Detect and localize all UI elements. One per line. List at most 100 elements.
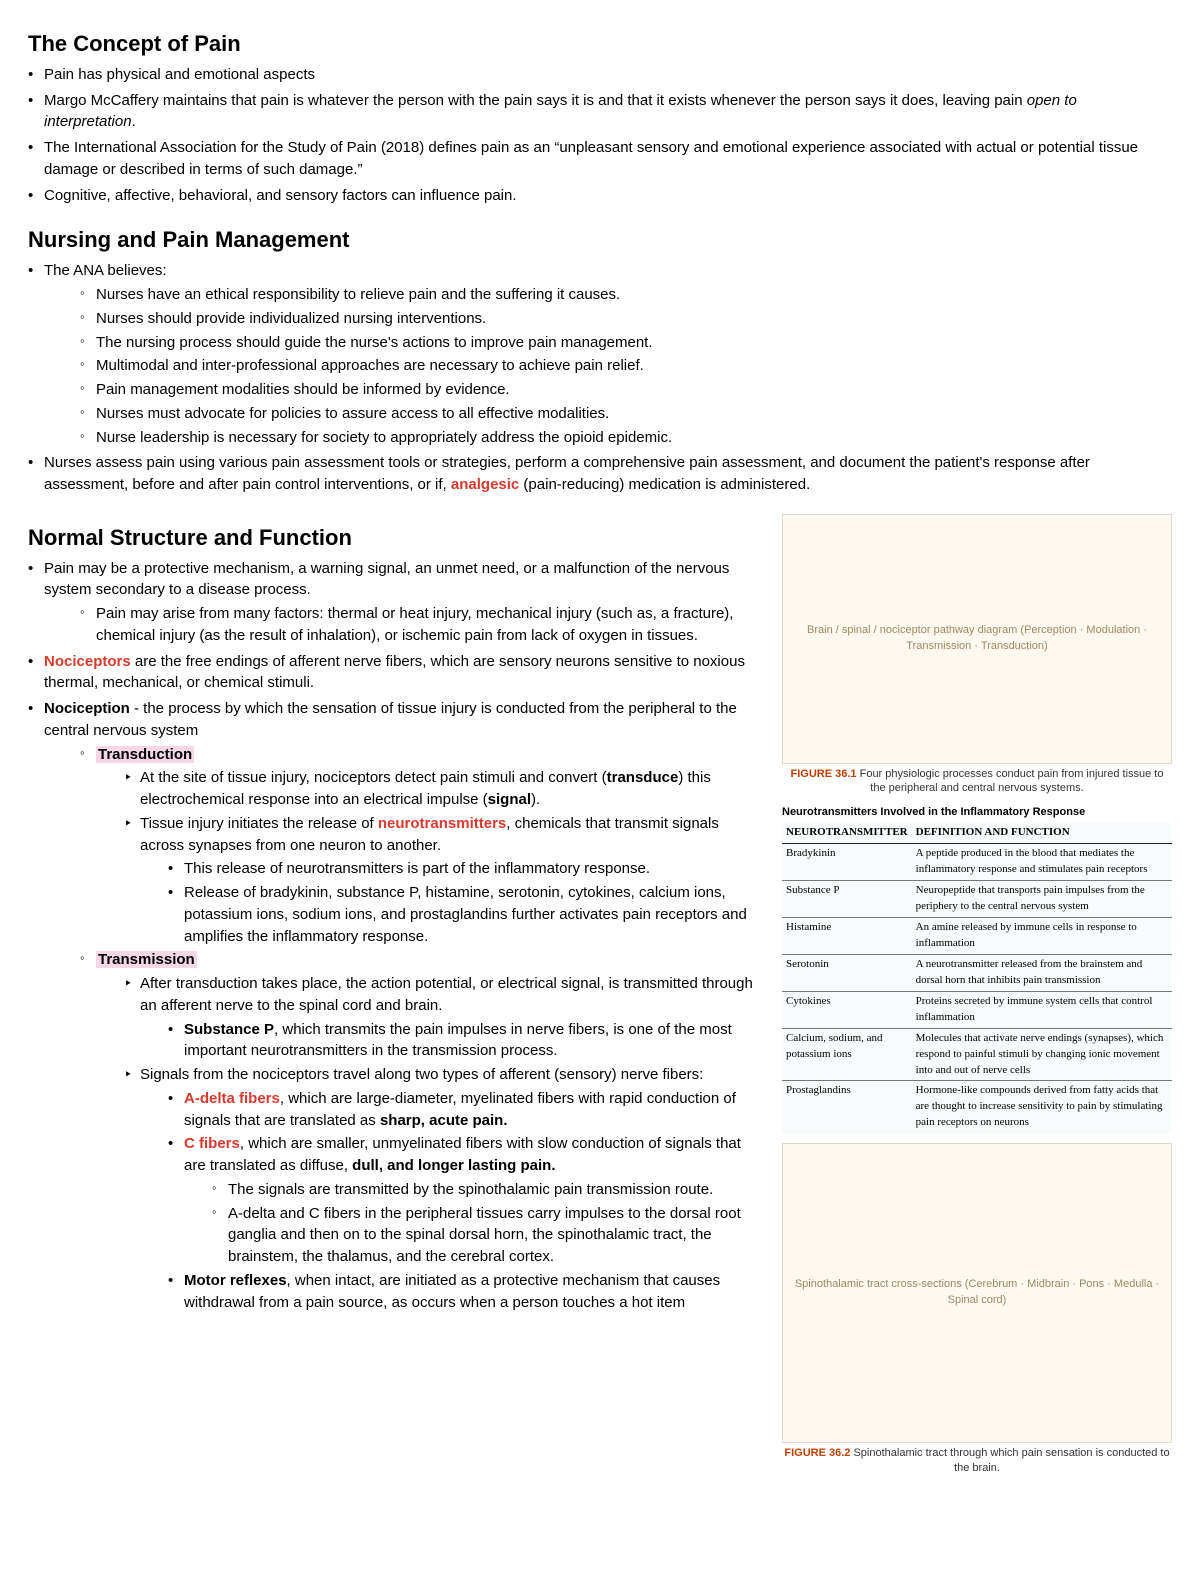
cell: Serotonin (782, 954, 912, 991)
caption-text: Spinothalamic tract through which pain s… (850, 1447, 1169, 1473)
highlight-transmission: Transmission (96, 951, 197, 968)
cell: Cytokines (782, 991, 912, 1028)
heading-normal-structure: Normal Structure and Function (28, 522, 766, 554)
figure-36-1: Brain / spinal / nociceptor pathway diag… (782, 514, 1172, 796)
list-item: Signals from the nociceptors travel alon… (124, 1064, 766, 1313)
figure-caption: FIGURE 36.1 Four physiologic processes c… (782, 767, 1172, 796)
cell: A peptide produced in the blood that med… (912, 844, 1172, 881)
table-header: DEFINITION AND FUNCTION (912, 823, 1172, 843)
list-item: The ANA believes: Nurses have an ethical… (28, 260, 1172, 448)
list-item: Margo McCaffery maintains that pain is w… (28, 90, 1172, 134)
figure-number: FIGURE 36.2 (784, 1447, 850, 1459)
cell: Histamine (782, 918, 912, 955)
heading-nursing: Nursing and Pain Management (28, 224, 1172, 256)
list-item: Tissue injury initiates the release of n… (124, 813, 766, 948)
table-row: HistamineAn amine released by immune cel… (782, 918, 1172, 955)
cell: A neurotransmitter released from the bra… (912, 954, 1172, 991)
bold-text: transduce (607, 769, 679, 786)
transduction-item: Transduction At the site of tissue injur… (80, 744, 766, 948)
bold-text: signal (488, 791, 531, 808)
text: Margo McCaffery maintains that pain is w… (44, 92, 1027, 109)
term-neurotransmitters: neurotransmitters (378, 815, 506, 832)
cell: An amine released by immune cells in res… (912, 918, 1172, 955)
table-row: ProstaglandinsHormone-like compounds der… (782, 1081, 1172, 1133)
cell: Substance P (782, 881, 912, 918)
figure-diagram: Brain / spinal / nociceptor pathway diag… (782, 514, 1172, 764)
term-analgesic: analgesic (451, 476, 519, 493)
cell: Proteins secreted by immune system cells… (912, 991, 1172, 1028)
highlight-transduction: Transduction (96, 746, 194, 763)
cell: Calcium, sodium, and potassium ions (782, 1028, 912, 1081)
bold-text: dull, and longer lasting pain. (352, 1157, 555, 1174)
table-row: SerotoninA neurotransmitter released fro… (782, 954, 1172, 991)
section-concept-of-pain: The Concept of Pain Pain has physical an… (28, 28, 1172, 206)
text: are the free endings of afferent nerve f… (44, 653, 745, 692)
list-item: Nurses should provide individualized nur… (80, 308, 1172, 330)
list-item: Pain may arise from many factors: therma… (80, 603, 766, 647)
figure-diagram: Spinothalamic tract cross-sections (Cere… (782, 1143, 1172, 1443)
heading-concept: The Concept of Pain (28, 28, 1172, 60)
list-item: Cognitive, affective, behavioral, and se… (28, 185, 1172, 207)
text: Pain may be a protective mechanism, a wa… (44, 560, 729, 599)
list-item: Pain has physical and emotional aspects (28, 64, 1172, 86)
list-item: A-delta fibers, which are large-diameter… (168, 1088, 766, 1132)
text: - the process by which the sensation of … (44, 700, 737, 739)
term-c-fibers: C fibers (184, 1135, 240, 1152)
cell: Molecules that activate nerve endings (s… (912, 1028, 1172, 1081)
table-row: Substance PNeuropeptide that transports … (782, 881, 1172, 918)
figure-caption: FIGURE 36.2 Spinothalamic tract through … (782, 1446, 1172, 1475)
term-nociception: Nociception (44, 700, 130, 717)
list-item: C fibers, which are smaller, unmyelinate… (168, 1133, 766, 1268)
list-concept: Pain has physical and emotional aspects … (28, 64, 1172, 207)
cell: Neuropeptide that transports pain impuls… (912, 881, 1172, 918)
list-item: At the site of tissue injury, nociceptor… (124, 767, 766, 811)
figure-36-2: Spinothalamic tract cross-sections (Cere… (782, 1143, 1172, 1475)
term-motor-reflexes: Motor reflexes (184, 1272, 287, 1289)
sublist-ana: Nurses have an ethical responsibility to… (80, 284, 1172, 448)
text: The ANA believes: (44, 262, 167, 279)
neurotransmitter-table-block: Neurotransmitters Involved in the Inflam… (782, 805, 1172, 1133)
transmission-item: Transmission After transduction takes pl… (80, 949, 766, 1313)
text: At the site of tissue injury, nociceptor… (140, 769, 607, 786)
list-item: A-delta and C fibers in the peripheral t… (212, 1203, 766, 1268)
list-item: Pain management modalities should be inf… (80, 379, 1172, 401)
text: After transduction takes place, the acti… (140, 975, 753, 1014)
table-header: NEUROTRANSMITTER (782, 823, 912, 843)
list-item: Substance P, which transmits the pain im… (168, 1019, 766, 1063)
list-item: The International Association for the St… (28, 137, 1172, 181)
list-item: The nursing process should guide the nur… (80, 332, 1172, 354)
list-item: Multimodal and inter-professional approa… (80, 355, 1172, 377)
cell: Prostaglandins (782, 1081, 912, 1133)
table-row: BradykininA peptide produced in the bloo… (782, 844, 1172, 881)
bold-text: sharp, acute pain. (380, 1112, 508, 1129)
list-item: Motor reflexes, when intact, are initiat… (168, 1270, 766, 1314)
table-row: Calcium, sodium, and potassium ionsMolec… (782, 1028, 1172, 1081)
term-a-delta-fibers: A-delta fibers (184, 1090, 280, 1107)
list-item: This release of neurotransmitters is par… (168, 858, 766, 880)
text: (pain-reducing) medication is administer… (519, 476, 810, 493)
section-nursing-pain-mgmt: Nursing and Pain Management The ANA beli… (28, 224, 1172, 495)
list-item: Nurse leadership is necessary for societ… (80, 427, 1172, 449)
list-nursing: The ANA believes: Nurses have an ethical… (28, 260, 1172, 496)
text: ). (531, 791, 540, 808)
cell: Hormone-like compounds derived from fatt… (912, 1081, 1172, 1133)
caption-text: Four physiologic processes conduct pain … (857, 768, 1164, 794)
cell: Bradykinin (782, 844, 912, 881)
list-item: Nurses must advocate for policies to ass… (80, 403, 1172, 425)
list-item: Nociception - the process by which the s… (28, 698, 766, 1313)
neurotransmitter-table: NEUROTRANSMITTER DEFINITION AND FUNCTION… (782, 823, 1172, 1133)
table-row: CytokinesProteins secreted by immune sys… (782, 991, 1172, 1028)
list-item: Nurses assess pain using various pain as… (28, 452, 1172, 496)
list-item: Pain may be a protective mechanism, a wa… (28, 558, 766, 647)
text: Signals from the nociceptors travel alon… (140, 1066, 703, 1083)
list-item: Nurses have an ethical responsibility to… (80, 284, 1172, 306)
table-title: Neurotransmitters Involved in the Inflam… (782, 805, 1172, 821)
term-substance-p: Substance P (184, 1021, 274, 1038)
list-item: After transduction takes place, the acti… (124, 973, 766, 1062)
list-item: Release of bradykinin, substance P, hist… (168, 882, 766, 947)
figure-number: FIGURE 36.1 (791, 768, 857, 780)
section-normal-structure: Normal Structure and Function Pain may b… (28, 514, 1172, 1485)
text: . (132, 113, 136, 130)
term-nociceptors: Nociceptors (44, 653, 131, 670)
list-item: The signals are transmitted by the spino… (212, 1179, 766, 1201)
